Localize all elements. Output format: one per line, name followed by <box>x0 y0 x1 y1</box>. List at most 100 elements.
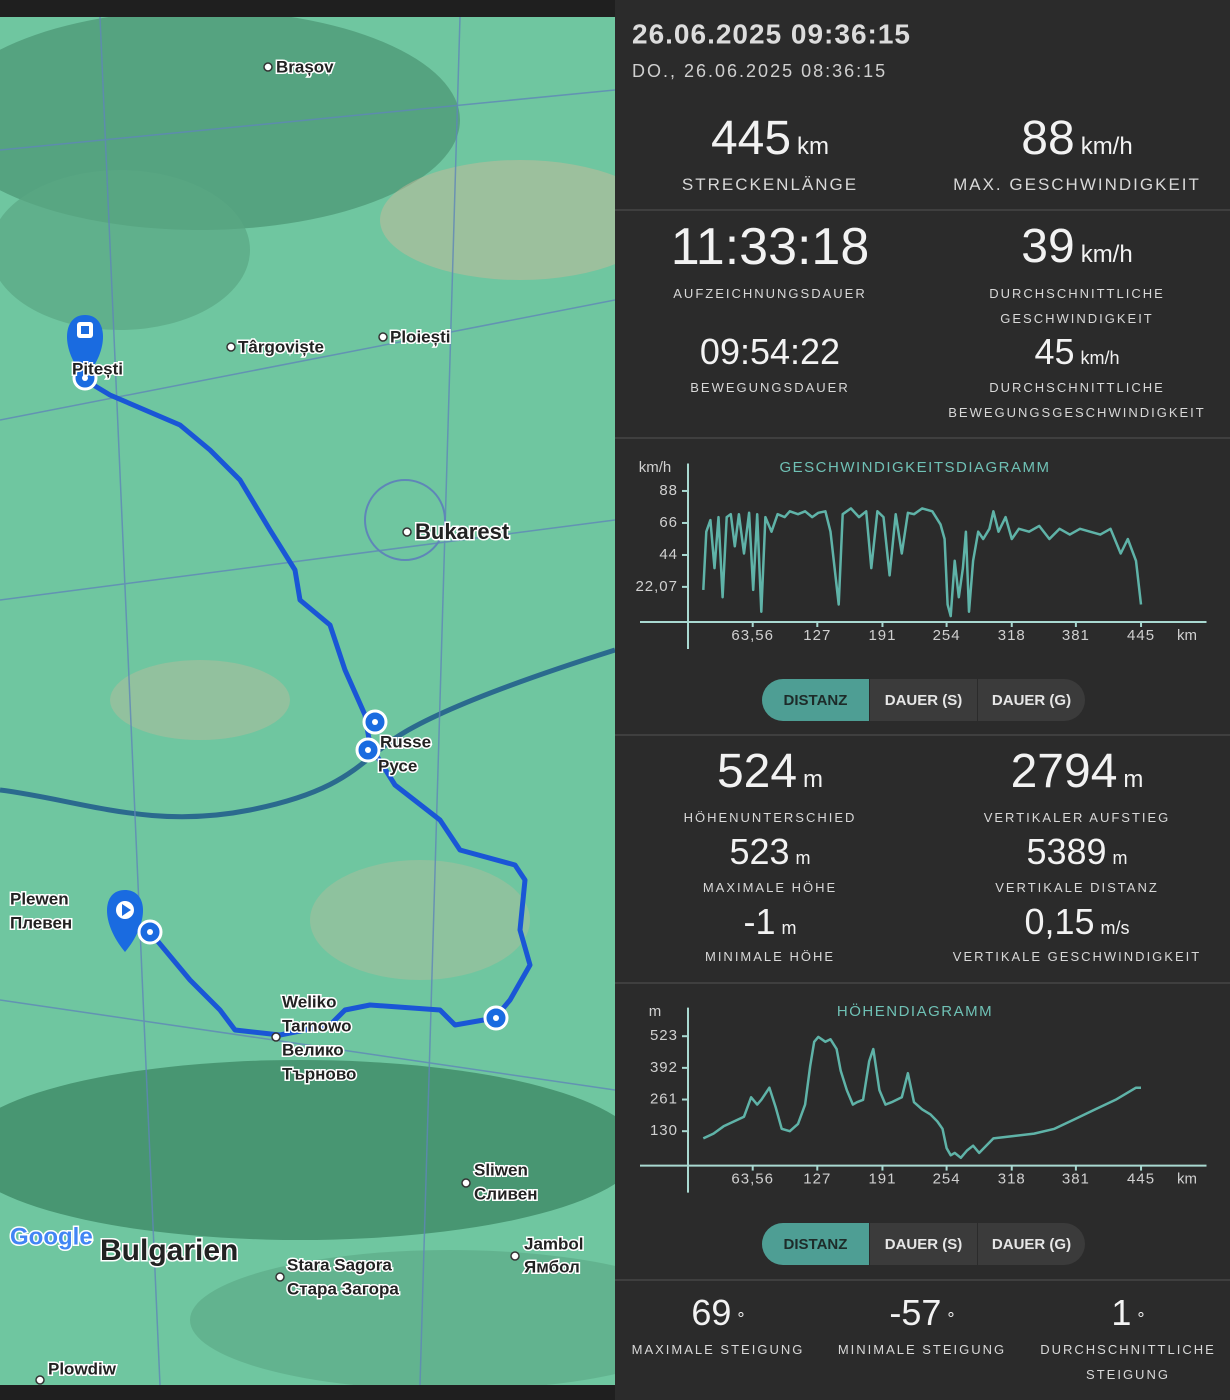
map-label: Plowdiw <box>48 1359 117 1378</box>
map-label: Plewen <box>10 889 69 908</box>
stat-value-box: 1 ° <box>928 1291 1230 1341</box>
stat-label: MINIMALE HÖHE <box>704 949 835 964</box>
y-tick-label: 22,07 <box>635 578 678 595</box>
map-label: Jambol <box>524 1234 584 1253</box>
map-label: Сливен <box>474 1184 537 1203</box>
stat-label: DURCHSCHNITTLICHE GESCHWINDIGKEIT <box>989 286 1165 326</box>
y-tick-label: 88 <box>659 482 678 499</box>
stat-unit: m/s <box>1100 917 1130 938</box>
toggle-button[interactable]: DAUER (S) <box>869 1223 977 1265</box>
stat-label: VERTIKALE DISTANZ <box>995 880 1159 895</box>
stat-value: 09:54:22 <box>699 330 841 372</box>
map-label: Ploiești <box>390 327 450 346</box>
map-label: Stara Sagora <box>287 1255 392 1274</box>
stat-label: MINIMALE STEIGUNG <box>837 1342 1007 1357</box>
map-label: Sliwen <box>474 1160 528 1179</box>
stat-unit: km/h <box>1080 347 1120 368</box>
stat-label: VERTIKALER AUFSTIEG <box>983 810 1171 825</box>
x-tick-label: 318 <box>998 627 1026 644</box>
toggle-group: DISTANZ DAUER (S) DAUER (G) <box>762 679 1085 721</box>
stat-unit: ° <box>737 1308 745 1329</box>
x-tick-label: 381 <box>1062 627 1090 644</box>
stat-value-box: 11:33:18 <box>570 216 970 278</box>
stat-value-box: 09:54:22 <box>570 330 970 373</box>
stat-label: MAX. GESCHWINDIGKEIT <box>953 175 1201 194</box>
stat-value-box: 523 m <box>570 830 970 880</box>
y-unit: m <box>649 1003 662 1020</box>
stat-value-box: 45 km/h <box>877 330 1230 380</box>
stat-unit: ° <box>947 1308 955 1329</box>
map-label: Русе <box>378 756 417 775</box>
stat-unit: m <box>1123 766 1144 794</box>
map-label: Tarnowo <box>282 1016 352 1035</box>
stat-label: MAXIMALE HÖHE <box>702 880 838 895</box>
stat-value: 2794 <box>1010 745 1118 799</box>
stat-value-box: -57 ° <box>722 1291 1122 1341</box>
stat-label: AUFZEICHNUNGSDAUER <box>673 286 867 301</box>
stat-value-box: 39 km/h <box>877 218 1230 284</box>
stat-label: VERTIKALE GESCHWINDIGKEIT <box>952 949 1202 964</box>
map-country: Bulgarien <box>100 1234 238 1267</box>
stat-label: DURCHSCHNITTLICHE BEWEGUNGSGESCHWINDIGKE… <box>948 380 1206 420</box>
map-label: Bukarest <box>415 519 510 544</box>
stat-value-box: 5389 m <box>877 830 1230 880</box>
stat-label: BEWEGUNGSDAUER <box>690 380 850 395</box>
stat-value: 5389 <box>1026 830 1107 872</box>
data-line <box>702 1035 1141 1160</box>
x-tick-label: 191 <box>868 627 896 644</box>
x-tick-label: 381 <box>1062 1171 1090 1188</box>
toggle-button[interactable]: DAUER (G) <box>977 679 1085 721</box>
datetime: 26.06.2025 09:36:15 <box>632 18 911 49</box>
stat-value-box: -1 m <box>570 900 970 950</box>
x-tick-label: 254 <box>933 627 961 644</box>
map-label: Плевен <box>10 913 72 932</box>
toggle-button[interactable]: DAUER (S) <box>869 679 977 721</box>
map-label: Ямбол <box>524 1257 580 1276</box>
map[interactable]: Brașov Târgoviște Ploiești Bukarest Pitești R… <box>0 10 710 1390</box>
stat-value-box: 0,15 m/s <box>877 900 1230 950</box>
y-tick-label: 523 <box>650 1027 678 1044</box>
toggle-button[interactable]: DISTANZ <box>762 1223 869 1265</box>
stat-value: 88 <box>1021 112 1075 166</box>
stat-unit: m <box>803 766 824 794</box>
stat-value: -1 <box>743 900 776 942</box>
stat-label: MAXIMALE STEIGUNG <box>631 1342 805 1357</box>
stat-label: STRECKENLÄNGE <box>681 175 859 194</box>
stat-unit: m <box>795 847 811 868</box>
toggle-button[interactable]: DISTANZ <box>762 679 869 721</box>
x-tick-label: 445 <box>1127 627 1155 644</box>
stat-value: 1 <box>1111 1291 1132 1333</box>
map-label: Târgoviște <box>238 337 324 356</box>
stat-value-box: 69 ° <box>518 1291 918 1341</box>
chart-title: GESCHWINDIGKEITSDIAGRAMM <box>779 459 1050 476</box>
stat-value-box: 524 m <box>570 743 970 809</box>
x-tick-label: 127 <box>803 1171 831 1188</box>
x-tick-label: 191 <box>868 1171 896 1188</box>
stat-label: HÖHENUNTERSCHIED <box>683 810 857 825</box>
y-unit: km/h <box>639 459 672 476</box>
stat-value: 39 <box>1021 220 1075 274</box>
x-unit: km <box>1177 1171 1197 1188</box>
x-tick-label: 127 <box>803 627 831 644</box>
stat-value: 11:33:18 <box>670 217 870 276</box>
x-tick-label: 63,56 <box>731 1171 774 1188</box>
toggle-button[interactable]: DAUER (G) <box>977 1223 1085 1265</box>
stat-value-box: 88 km/h <box>877 110 1230 176</box>
stat-value: 69 <box>691 1291 732 1333</box>
y-tick-label: 130 <box>650 1122 678 1139</box>
chart-title: HÖHENDIAGRAMM <box>837 1002 993 1020</box>
stat-value: -57 <box>889 1291 942 1333</box>
map-label: Brașov <box>276 57 334 76</box>
stat-unit: km <box>797 133 830 161</box>
x-tick-label: 254 <box>933 1171 961 1188</box>
stat-unit: km/h <box>1080 241 1133 269</box>
data-line <box>702 507 1143 618</box>
stat-value: 523 <box>729 830 790 872</box>
stat-value: 0,15 <box>1024 900 1095 942</box>
x-tick-label: 445 <box>1127 1171 1155 1188</box>
stat-label: DURCHSCHNITTLICHE STEIGUNG <box>1040 1342 1216 1382</box>
map-label: Търново <box>282 1064 356 1083</box>
map-label: Russe <box>380 732 431 751</box>
stat-value: 524 <box>716 745 798 799</box>
